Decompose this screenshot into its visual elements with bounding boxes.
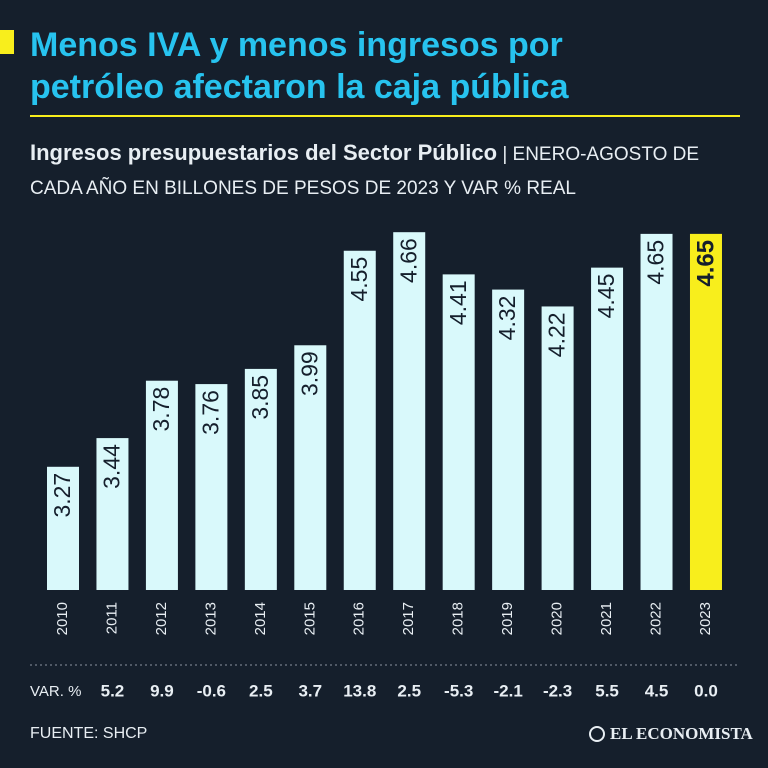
value-label: 4.32 bbox=[494, 296, 520, 341]
bar bbox=[591, 267, 624, 590]
title: Menos IVA y menos ingresos por bbox=[30, 26, 563, 64]
change-value: -2.1 bbox=[493, 681, 522, 700]
change-value: 0.0 bbox=[694, 681, 718, 700]
change-value: 2.5 bbox=[397, 681, 421, 700]
x-tick-label: 2016 bbox=[351, 602, 368, 635]
x-tick-label: 2019 bbox=[499, 602, 516, 635]
accent bbox=[0, 30, 14, 54]
value-label: 3.76 bbox=[197, 390, 223, 435]
value-label: 4.22 bbox=[544, 312, 570, 357]
title: petróleo afectaron la caja pública bbox=[30, 68, 569, 106]
x-tick-label: 2023 bbox=[697, 602, 714, 635]
value-label: 4.55 bbox=[346, 257, 372, 302]
change-label: VAR. % bbox=[30, 683, 81, 700]
subtitle: Ingresos presupuestarios del Sector Públ… bbox=[30, 136, 730, 206]
bar bbox=[541, 306, 574, 590]
bar bbox=[689, 233, 722, 591]
change-value: -5.3 bbox=[444, 681, 473, 700]
bar bbox=[640, 233, 673, 591]
value-label: 3.78 bbox=[148, 387, 174, 432]
bar bbox=[96, 438, 129, 590]
logo bbox=[589, 726, 605, 742]
x-tick-label: 2012 bbox=[153, 602, 170, 635]
x-tick-label: 2015 bbox=[301, 602, 318, 635]
value-label: 4.45 bbox=[593, 274, 619, 319]
brand: EL ECONOMISTA bbox=[610, 724, 754, 743]
x-tick-label: 2017 bbox=[400, 602, 417, 635]
change-value: 4.5 bbox=[645, 681, 669, 700]
rule bbox=[30, 115, 740, 117]
change-value: -2.3 bbox=[543, 681, 572, 700]
bar bbox=[442, 274, 475, 590]
value-label: 3.85 bbox=[247, 375, 273, 420]
value-label: 3.27 bbox=[49, 473, 75, 518]
bar bbox=[343, 250, 376, 590]
x-tick-label: 2010 bbox=[54, 602, 71, 635]
bar bbox=[47, 466, 79, 590]
value-label: 3.44 bbox=[99, 444, 125, 489]
bar bbox=[294, 345, 327, 590]
x-tick-label: 2022 bbox=[647, 602, 664, 635]
change-value: 13.8 bbox=[343, 681, 376, 700]
value-label: 4.65 bbox=[643, 240, 669, 285]
value-label: 4.41 bbox=[445, 280, 471, 325]
bar bbox=[244, 368, 277, 590]
bar bbox=[393, 232, 426, 590]
change-value: -0.6 bbox=[197, 681, 226, 700]
subtitle-text: | ENERO-AGOSTO DE CADA AÑO EN BILLONES D… bbox=[30, 144, 700, 199]
subtitle-bold: Ingresos presupuestarios del Sector Públ… bbox=[30, 140, 498, 165]
x-tick-label: 2011 bbox=[103, 602, 120, 634]
x-tick-label: 2021 bbox=[598, 602, 615, 635]
x-tick-label: 2013 bbox=[202, 602, 219, 635]
value-label: 4.66 bbox=[395, 238, 421, 283]
change-value: 5.2 bbox=[101, 681, 125, 700]
x-tick-label: 2014 bbox=[252, 602, 269, 635]
value-label: 4.65 bbox=[692, 240, 719, 287]
bar bbox=[492, 289, 525, 590]
bar bbox=[195, 384, 228, 590]
source: FUENTE: SHCP bbox=[30, 725, 147, 742]
x-tick-label: 2018 bbox=[450, 602, 467, 635]
change-value: 3.7 bbox=[298, 681, 322, 700]
value-label: 3.99 bbox=[296, 351, 322, 396]
change-value: 2.5 bbox=[249, 681, 273, 700]
change-value: 9.9 bbox=[150, 681, 174, 700]
x-tick-label: 2020 bbox=[549, 602, 566, 635]
change-value: 5.5 bbox=[595, 681, 619, 700]
bar bbox=[145, 380, 178, 590]
